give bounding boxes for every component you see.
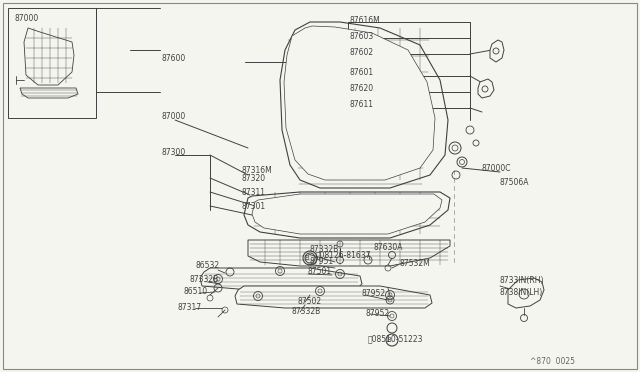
Text: 87332B: 87332B: [190, 275, 220, 283]
Text: 87000: 87000: [14, 13, 38, 22]
Polygon shape: [284, 26, 435, 180]
Text: 87300: 87300: [162, 148, 186, 157]
Text: 87000C: 87000C: [482, 164, 511, 173]
Text: B: B: [305, 255, 309, 261]
Text: 87506A: 87506A: [500, 177, 529, 186]
FancyBboxPatch shape: [3, 3, 637, 369]
Text: 87611: 87611: [350, 99, 374, 109]
Polygon shape: [8, 8, 96, 118]
Text: 87600: 87600: [162, 54, 186, 62]
Text: 87311: 87311: [242, 187, 266, 196]
Text: 87000: 87000: [162, 112, 186, 121]
Text: 87952: 87952: [366, 308, 390, 317]
Text: Ⓐ08126-81637: Ⓐ08126-81637: [316, 250, 371, 260]
Polygon shape: [490, 40, 504, 62]
Polygon shape: [20, 88, 78, 98]
Text: 87601: 87601: [350, 67, 374, 77]
Text: 87502: 87502: [298, 296, 322, 305]
Polygon shape: [280, 22, 448, 188]
Text: 87603: 87603: [350, 32, 374, 41]
Text: 87620: 87620: [350, 83, 374, 93]
Text: 8738IN(LH): 8738IN(LH): [500, 289, 543, 298]
Text: 87501: 87501: [308, 267, 332, 276]
Text: ^870  0025: ^870 0025: [530, 357, 575, 366]
Text: 87316M: 87316M: [242, 166, 273, 174]
Text: 87532M: 87532M: [400, 259, 431, 267]
Polygon shape: [252, 194, 442, 234]
Text: 86532: 86532: [196, 262, 220, 270]
Text: 86510: 86510: [184, 286, 208, 295]
Text: 87332B: 87332B: [292, 307, 321, 315]
Polygon shape: [508, 278, 544, 308]
Polygon shape: [200, 268, 362, 290]
Text: 87317: 87317: [178, 302, 202, 311]
Text: 8733IN(RH): 8733IN(RH): [500, 276, 545, 285]
Polygon shape: [244, 192, 450, 238]
Text: 87951: 87951: [310, 257, 334, 266]
Text: 87616M: 87616M: [350, 16, 381, 25]
Text: 87952: 87952: [362, 289, 386, 298]
Text: 87301: 87301: [242, 202, 266, 211]
Polygon shape: [235, 286, 432, 308]
Text: B: B: [387, 337, 392, 343]
Text: 87320: 87320: [242, 173, 266, 183]
Text: Ⓐ08510-51223: Ⓐ08510-51223: [368, 334, 424, 343]
Text: 87602: 87602: [350, 48, 374, 57]
Text: 87630A: 87630A: [374, 244, 403, 253]
Polygon shape: [248, 240, 450, 266]
Text: 87332B: 87332B: [310, 246, 339, 254]
Polygon shape: [478, 79, 494, 98]
Polygon shape: [24, 28, 74, 85]
